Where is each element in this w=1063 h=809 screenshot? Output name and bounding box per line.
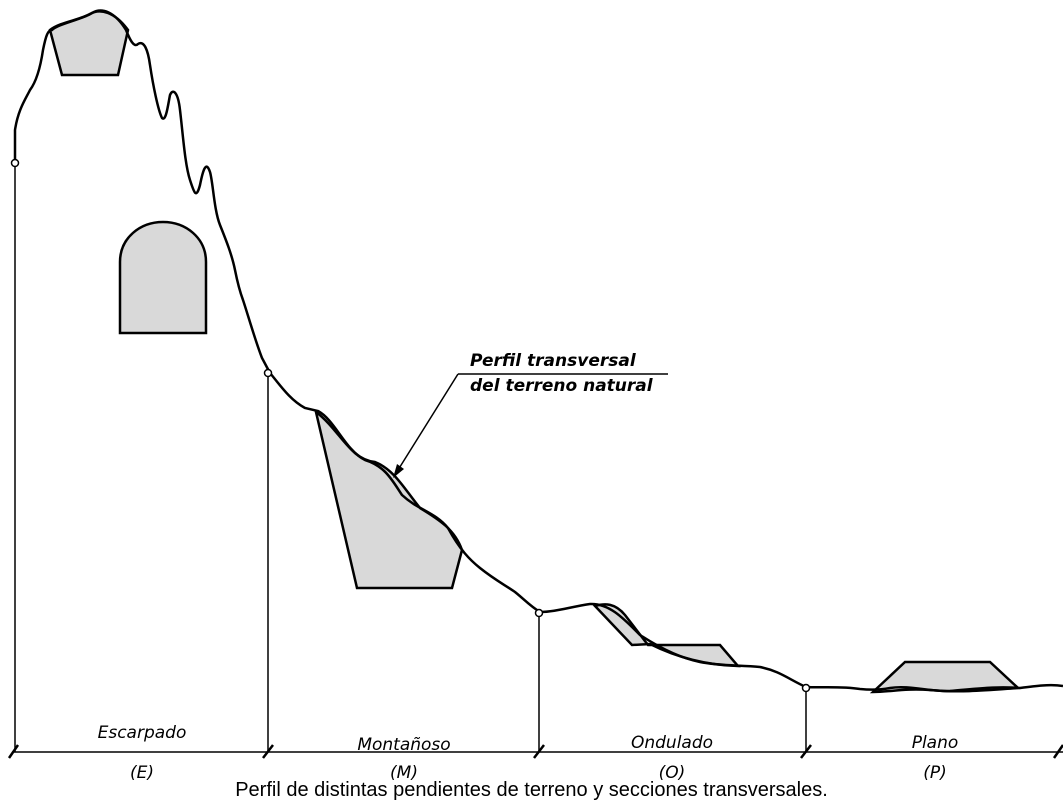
baseline-tick-1 [7,744,20,759]
boundary-point-2 [263,368,273,378]
annotation-leader [397,373,459,471]
boundary-point-3 [534,608,544,618]
segment-code-p: (P) [923,763,947,780]
segment-name-plano: Plano [912,733,959,753]
boundary-point-1 [10,158,20,168]
baseline-tick-3 [533,744,545,759]
annotation-line-1: Perfil transversal [470,351,637,371]
terrain-profile-diagram: Perfil transversal del terreno natural E… [7,9,1063,780]
segment-name-ondulado: Ondulado [631,733,713,753]
annotation-line-2: del terreno natural [470,376,654,396]
baseline-tick-2 [262,744,274,759]
annotation-arrowhead [393,464,404,478]
boundary-point-4 [801,683,811,693]
mountain-cut-section [314,408,464,590]
segment-code-o: (O) [659,763,686,780]
tunnel-section [118,220,208,335]
segment-name-escarpado: Escarpado [98,723,187,743]
segment-name-montanoso: Montañoso [357,735,450,755]
summit-cut-section [48,10,130,77]
segment-code-e: (E) [130,763,154,780]
segment-code-m: (M) [390,763,418,780]
figure-caption: Perfil de distintas pendientes de terren… [235,779,828,801]
baseline-tick-5 [1052,744,1063,759]
baseline-tick-4 [800,744,812,759]
